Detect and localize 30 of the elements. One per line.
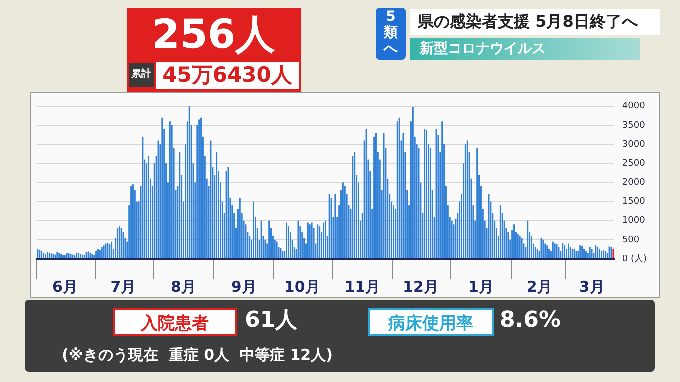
x-tick-label: 11月: [344, 278, 381, 296]
text: 61人: [245, 307, 298, 335]
text: 5類へ: [383, 9, 399, 57]
x-tick-label: 6月: [52, 278, 78, 296]
x-tick-label: 3月: [579, 278, 605, 296]
y-tick-label: 2500: [622, 158, 646, 169]
x-tick-label: 7月: [110, 278, 136, 296]
y-tick-label: 3000: [622, 140, 646, 150]
text: 病床使用率: [368, 308, 494, 336]
x-tick-label: 1月: [468, 278, 494, 296]
text: 入院患者: [113, 308, 237, 336]
x-tick-label: 9月: [231, 278, 257, 296]
text: 256人: [151, 12, 277, 58]
x-tick-label: 10月: [284, 278, 320, 296]
text: 8.6%: [500, 307, 562, 335]
y-tick-label: 2000: [622, 178, 646, 188]
y-tick-label: 500: [622, 235, 640, 246]
y-tick-label: 0 (人): [622, 253, 647, 264]
x-tick-label: 8月: [171, 278, 196, 296]
y-tick-label: 4000: [622, 102, 646, 112]
text: 45万6430人: [156, 62, 299, 89]
chart-subtitle: 新型コロナウイルス: [410, 38, 640, 60]
y-tick-label: 1500: [622, 197, 646, 208]
text: (※きのう現在 重症 0人 中等症 12人): [62, 345, 333, 366]
x-tick-label: 12月: [403, 278, 439, 296]
chart-title: 県の感染者支援 5月8日終了へ: [410, 9, 660, 35]
x-tick-label: 2月: [526, 278, 552, 296]
y-tick-label: 3500: [622, 120, 646, 131]
text: 累計: [129, 63, 154, 87]
y-tick-label: 1000: [622, 216, 646, 226]
